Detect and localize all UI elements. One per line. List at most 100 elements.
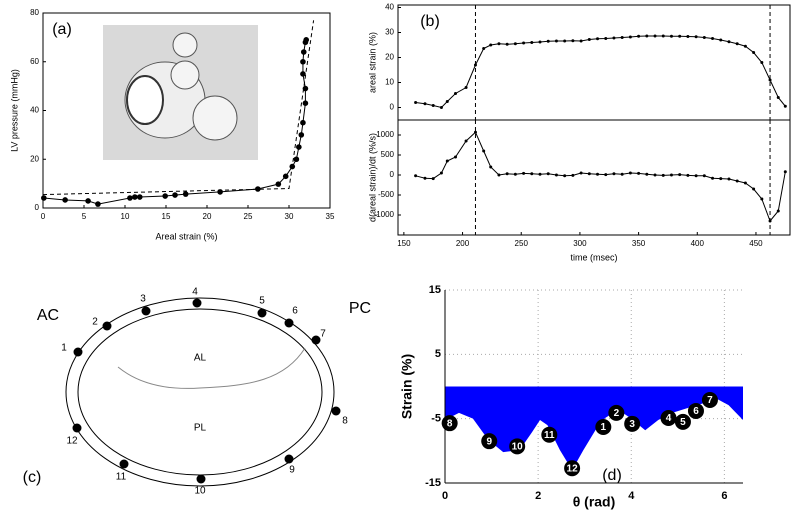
marker-label: 5	[259, 296, 265, 307]
y-tick-label: -1000	[374, 210, 395, 219]
marker	[743, 44, 747, 48]
x-tick-label: 250	[515, 239, 529, 248]
y-tick-label: 5	[435, 348, 441, 360]
marker	[735, 42, 739, 46]
marker-label: 11	[116, 472, 127, 483]
inset-valve	[170, 60, 200, 90]
point-label: 4	[666, 413, 672, 424]
marker-dot	[331, 406, 341, 416]
marker	[686, 173, 690, 177]
marker	[783, 170, 787, 174]
x-tick-label: 15	[162, 212, 171, 221]
y-tick-label: 1000	[376, 130, 394, 139]
marker	[489, 165, 493, 169]
marker	[694, 174, 698, 178]
panel-label: (c)	[23, 469, 42, 486]
marker-dot	[119, 459, 129, 469]
marker	[282, 173, 289, 180]
marker	[563, 39, 567, 43]
region-label: AC	[37, 307, 59, 324]
marker	[127, 195, 133, 201]
x-tick-label: 4	[628, 490, 635, 502]
marker	[645, 172, 649, 176]
marker	[445, 159, 449, 163]
marker	[473, 130, 477, 134]
marker	[637, 34, 641, 38]
marker	[546, 172, 550, 176]
x-tick-label: 150	[397, 239, 411, 248]
marker-dot	[141, 306, 151, 316]
marker	[136, 194, 143, 200]
x-tick-label: 10	[121, 212, 130, 221]
marker	[686, 35, 690, 38]
marker	[546, 39, 550, 43]
marker	[604, 173, 608, 177]
marker	[711, 37, 715, 40]
marker	[596, 37, 600, 41]
y-axis-label: Strain (%)	[399, 354, 415, 419]
x-axis-label: Areal strain (%)	[155, 231, 217, 241]
y-tick-label: 60	[30, 57, 39, 66]
marker	[300, 49, 307, 55]
marker	[620, 172, 624, 176]
inset-valve	[172, 32, 198, 58]
marker	[661, 173, 665, 177]
x-tick-label: 450	[749, 239, 763, 248]
marker	[300, 119, 306, 126]
x-tick-label: 20	[203, 212, 212, 221]
marker	[678, 34, 682, 38]
marker	[41, 195, 47, 201]
marker	[653, 173, 657, 177]
marker	[752, 51, 756, 54]
point-marker	[441, 415, 458, 432]
marker	[711, 176, 715, 180]
marker	[431, 104, 435, 107]
marker	[431, 177, 435, 181]
marker	[637, 171, 641, 175]
marker-dot	[196, 474, 206, 484]
x-tick-label: 5	[82, 212, 87, 221]
x-tick-label: 0	[442, 490, 448, 502]
marker	[727, 40, 731, 44]
marker	[454, 92, 458, 95]
marker-label: 6	[292, 306, 298, 317]
marker-label: 12	[66, 436, 78, 447]
marker	[505, 42, 509, 46]
marker	[85, 198, 91, 204]
point-marker	[564, 460, 581, 477]
marker	[182, 191, 189, 197]
marker-dot	[102, 321, 112, 331]
marker	[587, 172, 591, 176]
x-tick-label: 0	[41, 212, 46, 221]
marker	[554, 39, 558, 43]
x-tick-label: 35	[326, 212, 335, 221]
marker	[298, 132, 305, 138]
point-label: 8	[447, 418, 453, 429]
marker	[760, 61, 764, 64]
marker	[571, 39, 575, 43]
marker	[719, 177, 723, 181]
x-axis-label: θ (rad)	[573, 494, 616, 510]
marker	[302, 100, 309, 106]
x-tick-label: 30	[285, 212, 294, 221]
marker	[439, 106, 443, 109]
marker	[612, 36, 616, 40]
x-tick-label: 2	[535, 490, 541, 502]
line	[42, 20, 315, 196]
marker	[776, 96, 780, 99]
region-label: PC	[349, 300, 371, 317]
heart-inset	[103, 25, 258, 160]
marker	[275, 181, 282, 187]
marker	[414, 174, 418, 178]
point-label: 10	[512, 441, 524, 452]
panel-label: (b)	[420, 13, 440, 30]
line	[415, 35, 786, 109]
marker	[497, 173, 501, 177]
y-tick-label: -5	[431, 413, 441, 425]
y-tick-label: 500	[381, 150, 395, 159]
line	[415, 131, 786, 222]
marker	[538, 40, 542, 44]
x-tick-label: 400	[691, 239, 705, 248]
y-tick-label: 0	[35, 203, 40, 212]
